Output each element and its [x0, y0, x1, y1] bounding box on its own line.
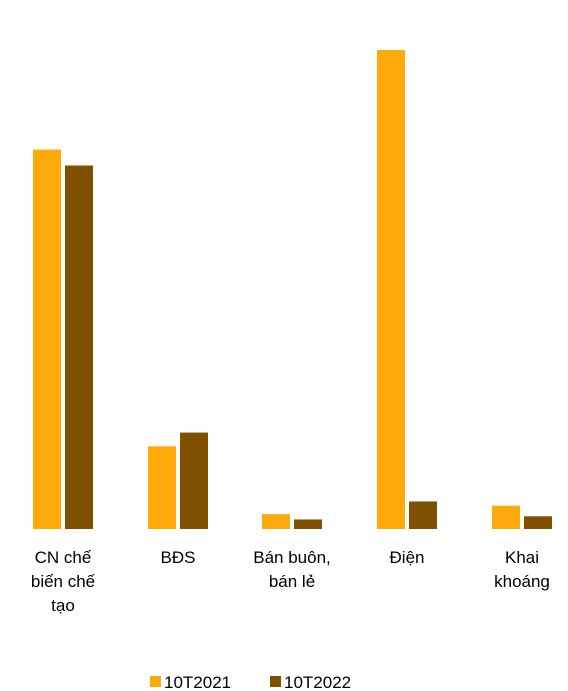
- bar-10T2022-3: [409, 501, 437, 529]
- x-tick-label: Khai khoáng: [494, 548, 550, 591]
- x-tick-label-line: Bán buôn,: [253, 548, 331, 567]
- bar-10T2022-2: [294, 519, 322, 529]
- bar-10T2022-4: [524, 516, 552, 529]
- legend-label-10T2022: 10T2022: [284, 673, 351, 691]
- bar-10T2022-0: [65, 165, 93, 530]
- x-tick-label: CN chế biến chế tạo: [31, 548, 96, 615]
- x-tick-label: Điện: [390, 548, 425, 567]
- x-tick-label-line: BĐS: [161, 548, 196, 567]
- legend-label-10T2021: 10T2021: [164, 673, 231, 691]
- bar-10T2021-0: [33, 149, 61, 529]
- x-tick-label-line: Khai: [505, 548, 539, 567]
- bar-10T2021-4: [492, 505, 520, 529]
- bar-10T2021-2: [262, 514, 290, 529]
- legend-swatch-10T2021: [150, 676, 161, 687]
- x-tick-label-line: khoáng: [494, 572, 550, 591]
- bar-10T2022-1: [180, 432, 208, 529]
- x-axis-labels: CN chế biến chế tạo BĐS Bán buôn, bán lẻ Điện K…: [31, 548, 550, 615]
- legend: 10T2021 10T2022: [150, 673, 351, 691]
- x-tick-label-line: tạo: [51, 596, 75, 615]
- legend-swatch-10T2022: [270, 676, 281, 687]
- bar-10T2021-1: [148, 446, 176, 529]
- x-tick-label-line: Điện: [390, 548, 425, 567]
- x-tick-label-line: bán lẻ: [269, 572, 315, 591]
- bar-10T2021-3: [377, 50, 405, 529]
- bars-layer: [33, 50, 552, 530]
- x-tick-label: BĐS: [161, 548, 196, 567]
- x-tick-label-line: CN chế: [35, 548, 92, 567]
- x-tick-label: Bán buôn, bán lẻ: [253, 548, 331, 591]
- x-tick-label-line: biến chế: [31, 572, 96, 591]
